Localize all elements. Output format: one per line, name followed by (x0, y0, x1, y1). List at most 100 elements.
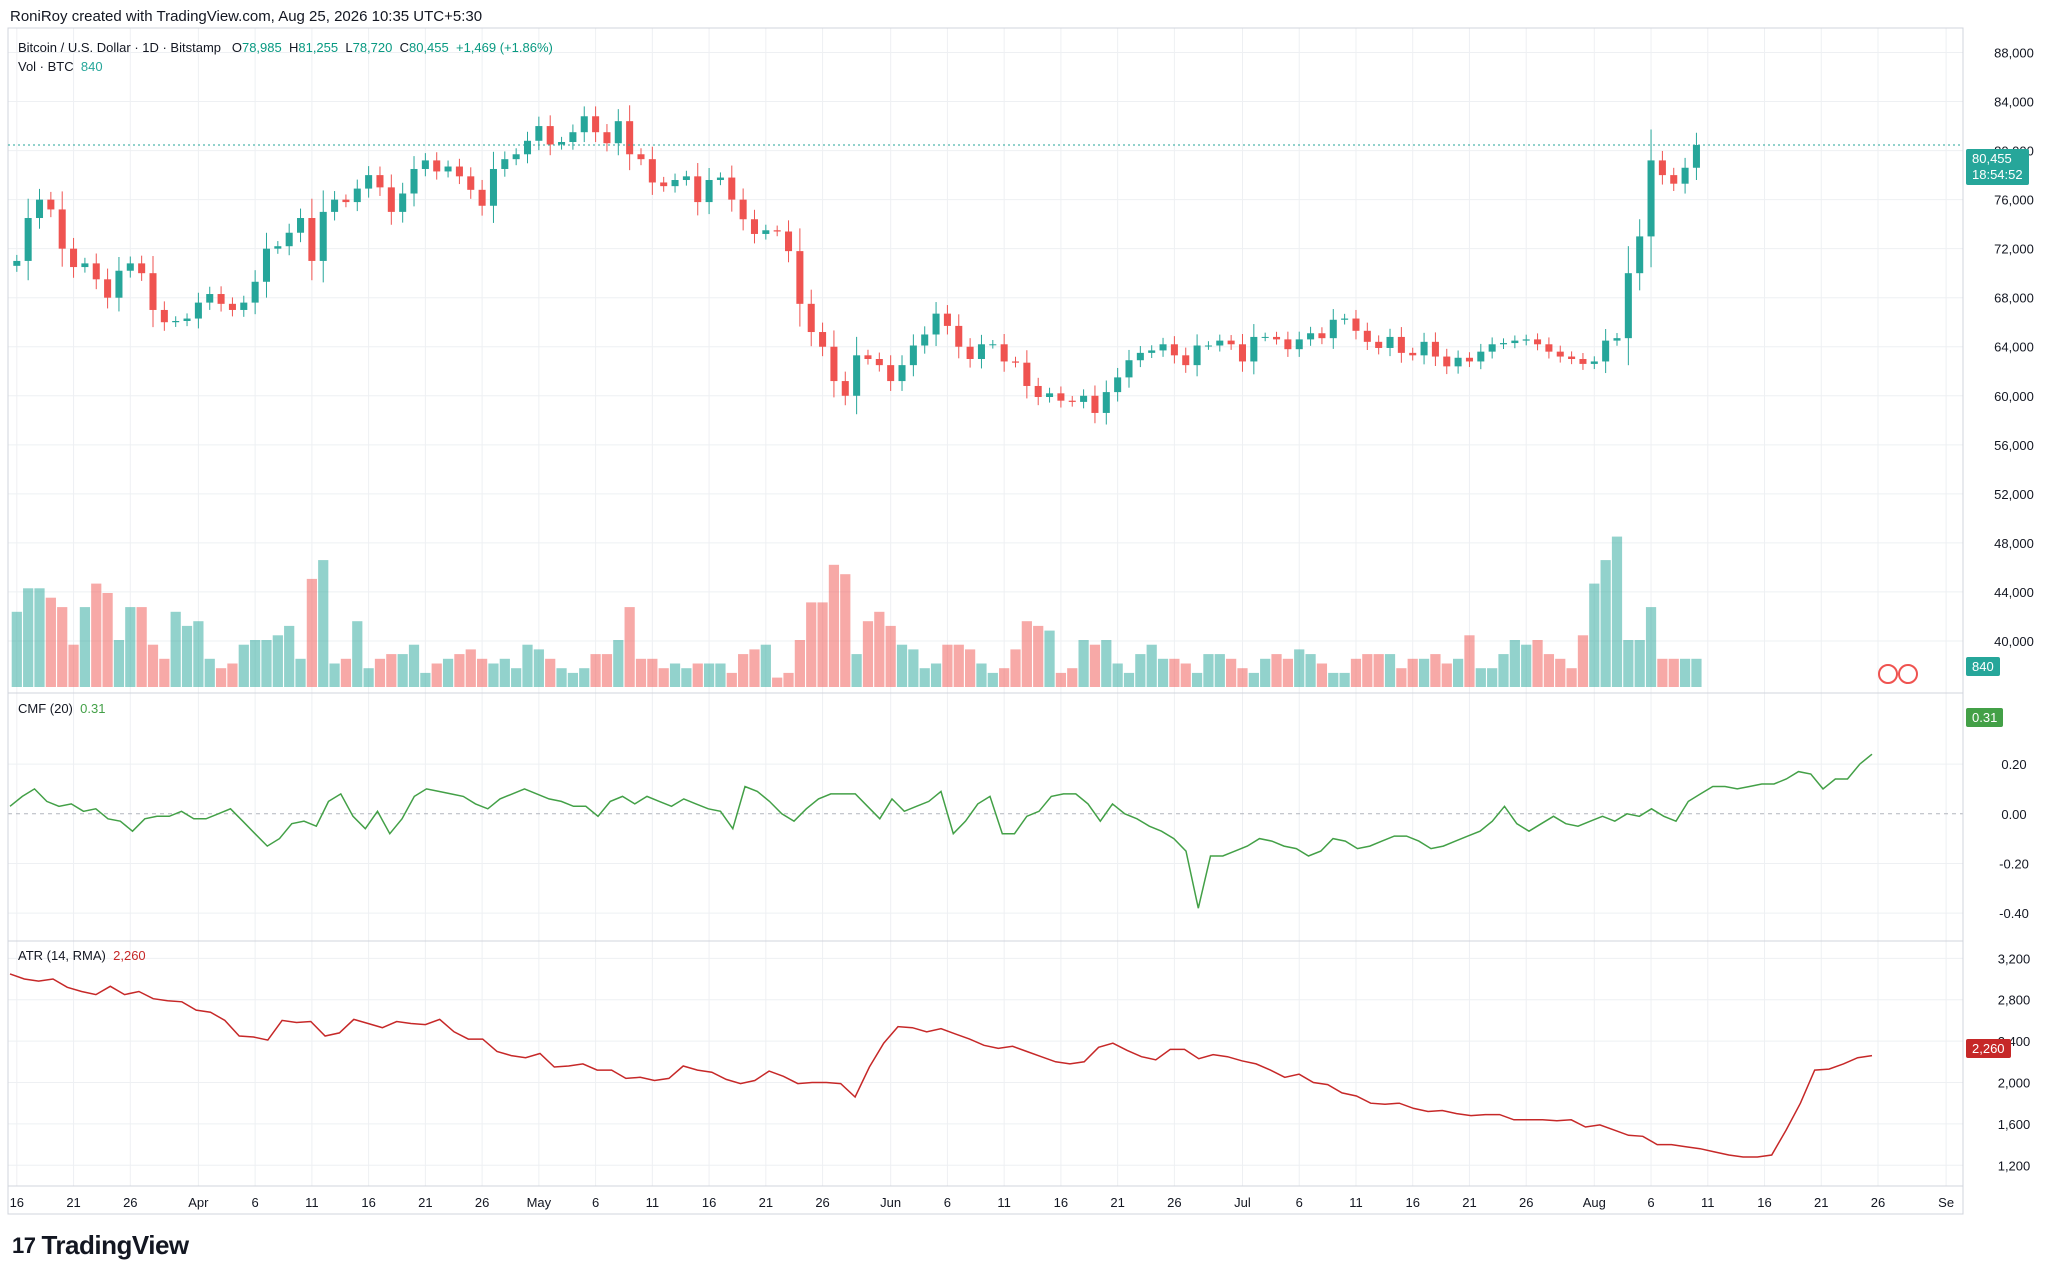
candle-body (455, 166, 463, 177)
candle-body (875, 359, 883, 366)
atr-tick-label: 2,000 (1998, 1076, 2031, 1091)
candle-body (149, 273, 157, 310)
atr-tick-label: 1,600 (1998, 1117, 2031, 1132)
candle-body (1341, 318, 1349, 320)
volume-bar (976, 663, 987, 687)
volume-bar (874, 611, 885, 687)
volume-bar (23, 588, 34, 687)
candle-body (217, 294, 225, 304)
candle-body (183, 318, 191, 321)
candle-body (523, 140, 532, 155)
volume-bar (1044, 630, 1055, 687)
volume-bar (193, 621, 204, 687)
volume-bar (1532, 640, 1543, 687)
volume-bar (488, 663, 499, 687)
volume-bar (1691, 658, 1702, 687)
candle-body (1556, 351, 1564, 357)
time-tick-label: 21 (66, 1195, 80, 1210)
volume-bar (340, 658, 352, 687)
volume-bar (1021, 621, 1032, 687)
volume-bar (125, 607, 136, 687)
candle-body (603, 132, 611, 144)
candle-body (1023, 362, 1031, 386)
time-tick-label: 21 (1462, 1195, 1476, 1210)
volume-bar (1679, 658, 1691, 687)
candle-body (1329, 319, 1337, 339)
candle-body (1511, 340, 1519, 344)
price-tick-label: 56,000 (1994, 438, 2034, 453)
cmf-value: 0.31 (80, 701, 106, 716)
candle-body (92, 263, 100, 280)
volume-bar (102, 593, 113, 687)
low-label: L (345, 40, 353, 55)
volume-bar (1350, 658, 1362, 687)
candle-body (13, 260, 21, 266)
volume-bar (885, 625, 896, 687)
candle-body (977, 344, 985, 359)
candle-body (1273, 336, 1281, 340)
candles-layer (13, 105, 1700, 425)
candle-body (943, 313, 951, 326)
volume-bar (1589, 583, 1600, 687)
candle-body (830, 346, 838, 382)
volume-bar (1191, 672, 1203, 687)
candle-body (1499, 343, 1508, 345)
candle-body (467, 176, 475, 190)
candle-body (1636, 236, 1644, 274)
volume-bar (45, 597, 56, 687)
volume-bar (1657, 658, 1668, 687)
volume-bar (1305, 654, 1316, 687)
candle-body (1261, 336, 1269, 338)
volume-bar (1430, 654, 1441, 687)
price-tick-label: 40,000 (1994, 634, 2034, 649)
volume-bar (1464, 635, 1475, 687)
volume-bar (318, 560, 329, 687)
volume-value: 840 (80, 59, 103, 74)
volume-bar (284, 625, 295, 687)
price-tick-label: 44,000 (1994, 585, 2034, 600)
candle-body (1000, 344, 1008, 362)
candle-body (1488, 344, 1496, 352)
volume-bar (1543, 654, 1555, 687)
candle-body (1068, 400, 1076, 402)
volume-bar (613, 640, 624, 687)
time-tick-label: 21 (1110, 1195, 1124, 1210)
candle-body (728, 177, 736, 200)
candle-body (1057, 393, 1065, 401)
time-tick-label: Se (1938, 1195, 1954, 1210)
candle-body (932, 313, 940, 335)
volume-bar (1260, 658, 1271, 687)
atr-line (9, 973, 1873, 1158)
time-tick-label: 26 (475, 1195, 489, 1210)
candle-body (705, 180, 713, 203)
volume-layer (11, 536, 1702, 687)
volume-bar (635, 658, 647, 687)
volume-bar (57, 607, 68, 687)
candle-body (1182, 355, 1190, 366)
volume-bar (238, 644, 249, 687)
candle-body (1534, 339, 1542, 345)
candle-body (955, 325, 963, 347)
change-value: +1,469 (+1.86%) (455, 40, 553, 55)
candle-body (251, 281, 259, 303)
volume-bar (1294, 649, 1305, 687)
volume-bar (91, 583, 102, 687)
candle-body (1658, 160, 1666, 176)
candle-body (376, 175, 384, 188)
candle-body (421, 160, 429, 169)
volume-bar (147, 644, 159, 687)
price-tick-label: 72,000 (1994, 242, 2034, 257)
atr-tick-label: 2,800 (1998, 993, 2031, 1008)
price-tick-label: 64,000 (1994, 340, 2034, 355)
candle-body (501, 159, 509, 169)
tradingview-logo[interactable]: 17 TradingView (12, 1230, 189, 1261)
candle-body (1011, 361, 1020, 363)
volume-legend: Vol · BTC 840 (18, 59, 103, 74)
price-tag-value: 80,455 (1972, 151, 2012, 166)
time-tick-label: 16 (702, 1195, 716, 1210)
symbol-legend: Bitcoin / U.S. Dollar · 1D · Bitstamp O7… (18, 40, 553, 55)
candle-body (1590, 361, 1598, 364)
volume-bar (306, 578, 317, 687)
volume-bar (420, 672, 431, 687)
